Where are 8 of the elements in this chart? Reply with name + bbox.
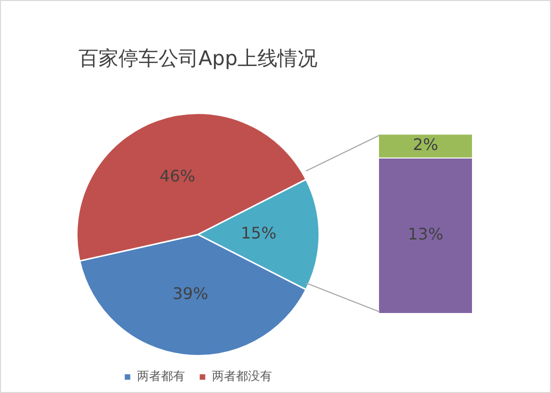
data-label: 15% bbox=[240, 224, 276, 243]
legend-label: 两者都有 bbox=[137, 369, 185, 384]
legend-label: 两者都没有 bbox=[212, 369, 272, 384]
data-label: 13% bbox=[408, 224, 444, 244]
data-label: 2% bbox=[412, 135, 438, 154]
chart-title: 百家停车公司App上线情况 bbox=[78, 46, 318, 70]
data-label: 39% bbox=[172, 284, 208, 303]
data-label: 46% bbox=[160, 166, 196, 186]
